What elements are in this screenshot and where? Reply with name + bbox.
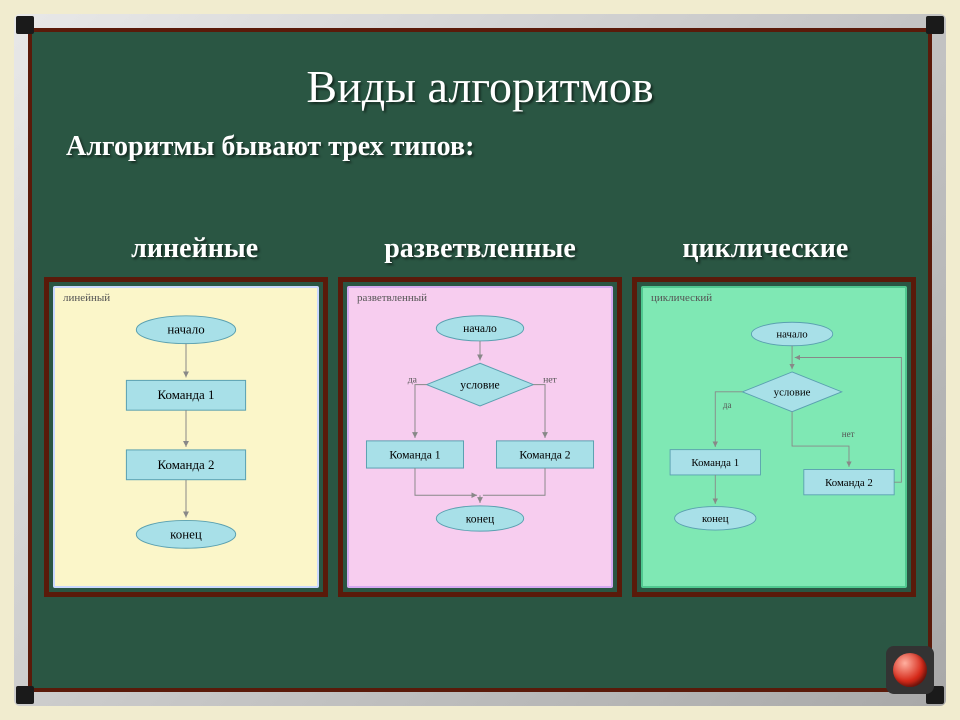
- node-label: начало: [776, 329, 807, 341]
- node-label: Команда 1: [691, 457, 739, 469]
- type-label-linear: линейные: [52, 233, 337, 265]
- panel-label: циклический: [651, 292, 712, 304]
- node-label: Команда 2: [825, 477, 873, 489]
- corner-screw: [926, 16, 944, 34]
- node-label: Команда 2: [158, 457, 215, 472]
- node-label: Команда 1: [389, 448, 440, 461]
- panel-branched: разветвленный начало условие да нет Ко: [338, 277, 622, 597]
- panel-linear: линейный начало Команда 1 Команда 2 к: [44, 277, 328, 597]
- node-label: условие: [460, 378, 499, 391]
- type-label-branched: разветвленные: [337, 233, 622, 265]
- panels-row: линейный начало Команда 1 Команда 2 к: [32, 271, 928, 597]
- panel-inner: разветвленный начало условие да нет Ко: [347, 286, 613, 588]
- panel-inner: циклический начало условие да нет Кома: [641, 286, 907, 588]
- node-label: конец: [702, 513, 729, 525]
- panel-label: линейный: [63, 292, 110, 304]
- flowchart-branched: начало условие да нет Команда 1 Команда …: [349, 288, 611, 586]
- branch-label: нет: [543, 375, 557, 386]
- node-label: Команда 1: [158, 387, 215, 402]
- branch-label: да: [408, 375, 418, 386]
- sphere-icon: [893, 653, 927, 687]
- panel-cyclic: циклический начало условие да нет Кома: [632, 277, 916, 597]
- corner-screw: [16, 16, 34, 34]
- next-button[interactable]: [886, 646, 934, 694]
- flowchart-linear: начало Команда 1 Команда 2 конец: [55, 288, 317, 586]
- branch-label: да: [723, 400, 732, 410]
- whiteboard-frame: Виды алгоритмов Алгоритмы бывают трех ти…: [14, 14, 946, 706]
- subtitle: Алгоритмы бывают трех типов:: [32, 113, 928, 163]
- types-row: линейные разветвленные циклические: [32, 163, 928, 271]
- node-label: начало: [167, 322, 204, 337]
- flowchart-cyclic: начало условие да нет Команда 1 конец: [643, 288, 905, 586]
- node-label: конец: [170, 526, 202, 541]
- branch-label: нет: [842, 429, 855, 439]
- chalkboard: Виды алгоритмов Алгоритмы бывают трех ти…: [28, 28, 932, 692]
- node-label: условие: [774, 386, 811, 398]
- panel-label: разветвленный: [357, 292, 427, 304]
- corner-screw: [16, 686, 34, 704]
- node-label: начало: [463, 322, 497, 335]
- page-title: Виды алгоритмов: [32, 32, 928, 113]
- panel-inner: линейный начало Команда 1 Команда 2 к: [53, 286, 319, 588]
- node-label: Команда 2: [519, 448, 570, 461]
- node-label: конец: [466, 512, 494, 525]
- type-label-cyclic: циклические: [623, 233, 908, 265]
